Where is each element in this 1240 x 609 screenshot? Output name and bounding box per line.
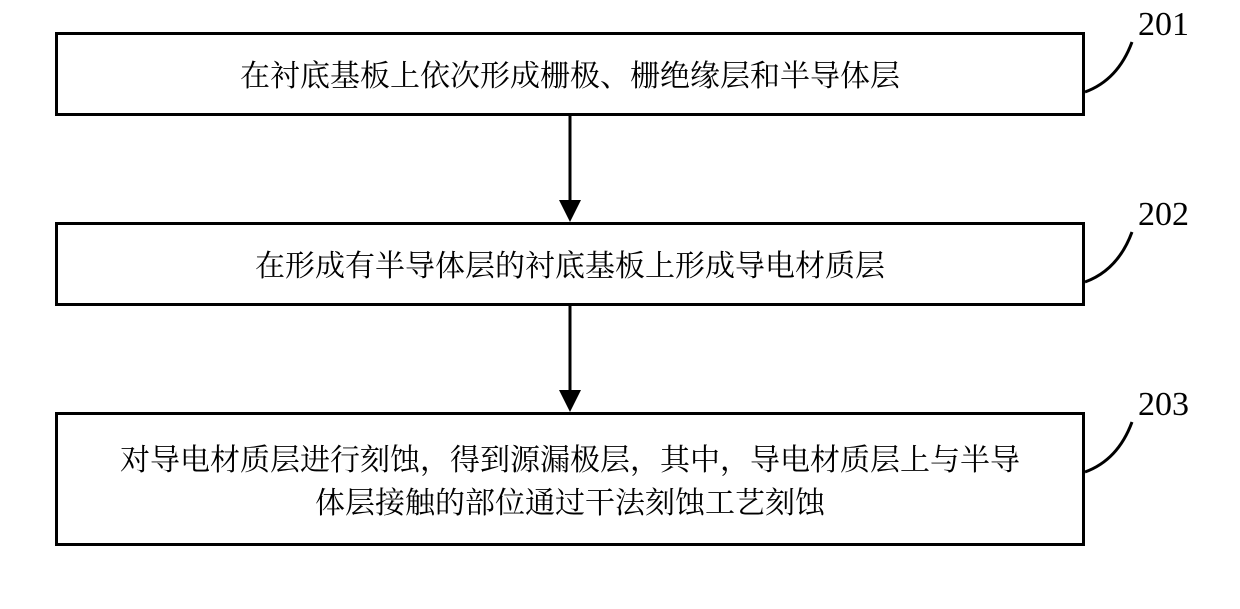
- connector-203: [0, 0, 1240, 609]
